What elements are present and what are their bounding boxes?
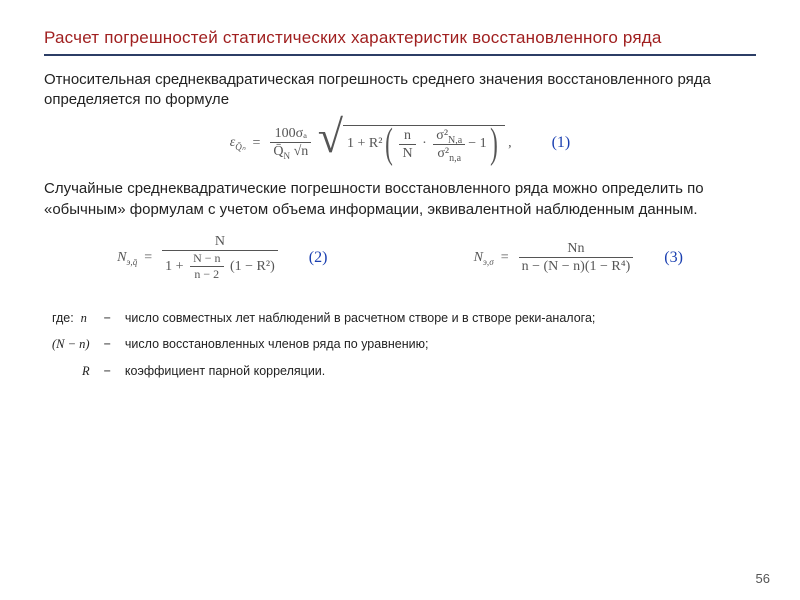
page-number: 56	[756, 571, 770, 586]
equation-3: Nэ,σ = Nn n − (N − n)(1 − R⁴) (3)	[474, 241, 683, 275]
where-row: где: n − число совместных лет наблюдений…	[46, 306, 601, 331]
equation-1-number: (1)	[552, 134, 571, 152]
equation-1: εQ̄ₙ = 100σₐ Q̄N √n √ 1 + R² ( n N ·	[44, 125, 756, 162]
paragraph-1: Относительная среднеквадратическая погре…	[44, 70, 756, 111]
equation-2-number: (2)	[309, 249, 328, 267]
paragraph-2: Случайные среднеквадратические погрешнос…	[44, 179, 756, 220]
where-block: где: n − число совместных лет наблюдений…	[44, 304, 756, 386]
where-row: R − коэффициент парной корреляции.	[46, 359, 601, 384]
slide: Расчет погрешностей статистических харак…	[0, 0, 800, 600]
where-row: (N − n) − число восстановленных членов р…	[46, 332, 601, 357]
where-label: где:	[52, 311, 74, 325]
equation-3-number: (3)	[664, 249, 683, 267]
slide-title: Расчет погрешностей статистических харак…	[44, 28, 756, 48]
equation-2: Nэ,q̄ = N 1 + N − n n − 2 (1 − R²) (2)	[117, 234, 327, 282]
title-rule	[44, 54, 756, 56]
equation-row-2-3: Nэ,q̄ = N 1 + N − n n − 2 (1 − R²) (2)	[44, 234, 756, 282]
where-desc: число восстановленных членов ряда по ура…	[119, 332, 601, 357]
where-desc: коэффициент парной корреляции.	[119, 359, 601, 384]
where-desc: число совместных лет наблюдений в расчет…	[119, 306, 601, 331]
